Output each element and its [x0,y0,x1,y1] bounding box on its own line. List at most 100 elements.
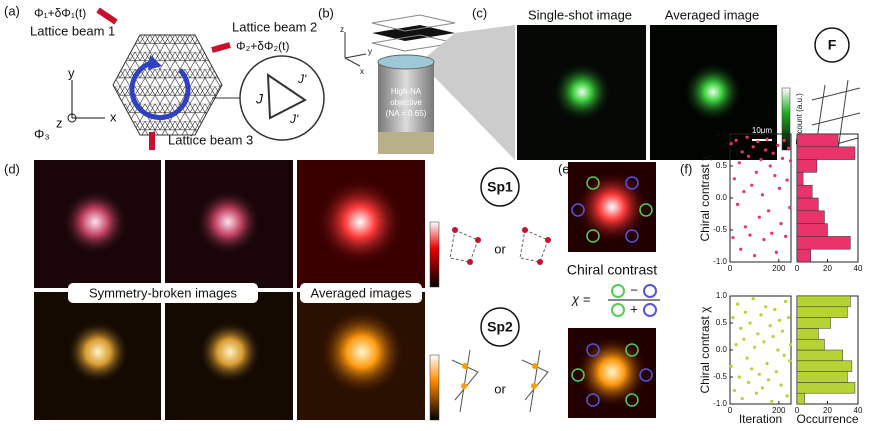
point [734,138,738,142]
point [743,310,747,314]
point [765,137,769,141]
formula-symbol [611,284,625,298]
point [753,345,757,349]
lens [377,54,435,70]
point [753,254,757,258]
spin-sketch [449,229,549,263]
spins [452,227,551,265]
point [766,378,771,382]
axis [344,53,367,59]
phase-label: Φ₁+δΦ₁(t) [34,6,86,20]
bar [796,382,856,394]
or: or [494,381,506,396]
markers [571,343,653,407]
colorbar-label: FL count (a.u.) [795,93,804,145]
beam-label: Lattice beam 1 [30,23,115,38]
markers [571,176,653,243]
sample-plane [371,14,456,32]
colorbar [429,354,440,421]
image-group-label: Averaged images [311,285,412,300]
scale-label: 10μm [752,126,773,135]
point [739,247,743,251]
objective-text: objective [390,98,422,107]
coupling: J' [289,112,299,126]
x-tick-label: 0 [728,406,733,415]
point [745,135,749,139]
point [742,190,746,194]
bar [796,349,843,362]
point [737,375,741,379]
badge [814,27,850,63]
point [774,370,778,374]
point [765,361,769,366]
point [784,234,788,238]
point [779,383,783,387]
y-tick-label: -0.5 [713,225,727,234]
y-tick-label: -1.0 [713,257,727,266]
point [746,380,751,384]
panel-e: (e) Chiral contrast χ = − + [558,161,660,418]
x-axis-label: Occurrence [796,412,858,426]
y-tick-label: 0.5 [716,161,728,170]
bar [796,223,828,237]
point [780,156,785,160]
y-axis-label: Chiral contrast χ [698,154,712,242]
plot-frame [729,295,792,405]
point [776,143,780,148]
point [729,364,733,368]
axis-label: z [340,25,344,34]
y-axis-label: Chiral contrast χ [698,306,712,394]
arrowhead [148,55,162,70]
image-glow [552,62,612,122]
formula: + [630,301,638,316]
formula: − [630,282,638,297]
badge [480,167,520,207]
bar [796,210,825,224]
point [740,397,744,401]
bar [796,236,851,250]
point [764,305,768,309]
bar [796,317,831,329]
point [768,324,772,328]
axis-label: z [56,115,63,130]
point [788,343,793,347]
axis-label: x [110,109,117,124]
beam-label: Lattice beam 3 [168,132,253,147]
label-box [300,283,422,303]
colorbar [781,87,791,151]
formula: χ = [571,291,591,306]
point [779,222,783,226]
point [751,297,755,301]
image-glow [194,188,262,256]
y-tick-label: -0.5 [713,372,727,381]
point [773,307,777,312]
image-glow [576,336,648,408]
bar [796,172,804,186]
axis-label: y [368,47,372,56]
point [750,367,754,371]
bar [796,159,818,173]
point [777,318,782,322]
bar [796,392,805,405]
x-tick-label: 200 [772,264,786,273]
point [780,329,785,333]
point [786,146,791,150]
x-axis-label: Iteration [739,412,782,426]
bar [796,184,813,199]
image-glow [318,308,406,396]
point [748,233,752,237]
point [737,161,741,165]
x-tick-label: 0 [795,264,800,273]
point [788,159,793,163]
image-glow [66,320,130,384]
x-tick-label: 200 [772,406,786,415]
coupling: J [255,91,264,107]
image-title: Single-shot image [528,7,632,22]
bar [796,328,819,340]
point [754,391,758,395]
point [788,206,792,210]
bar [796,371,848,383]
label-box [68,283,258,303]
image-group-label: Symmetry-broken images [89,285,238,300]
